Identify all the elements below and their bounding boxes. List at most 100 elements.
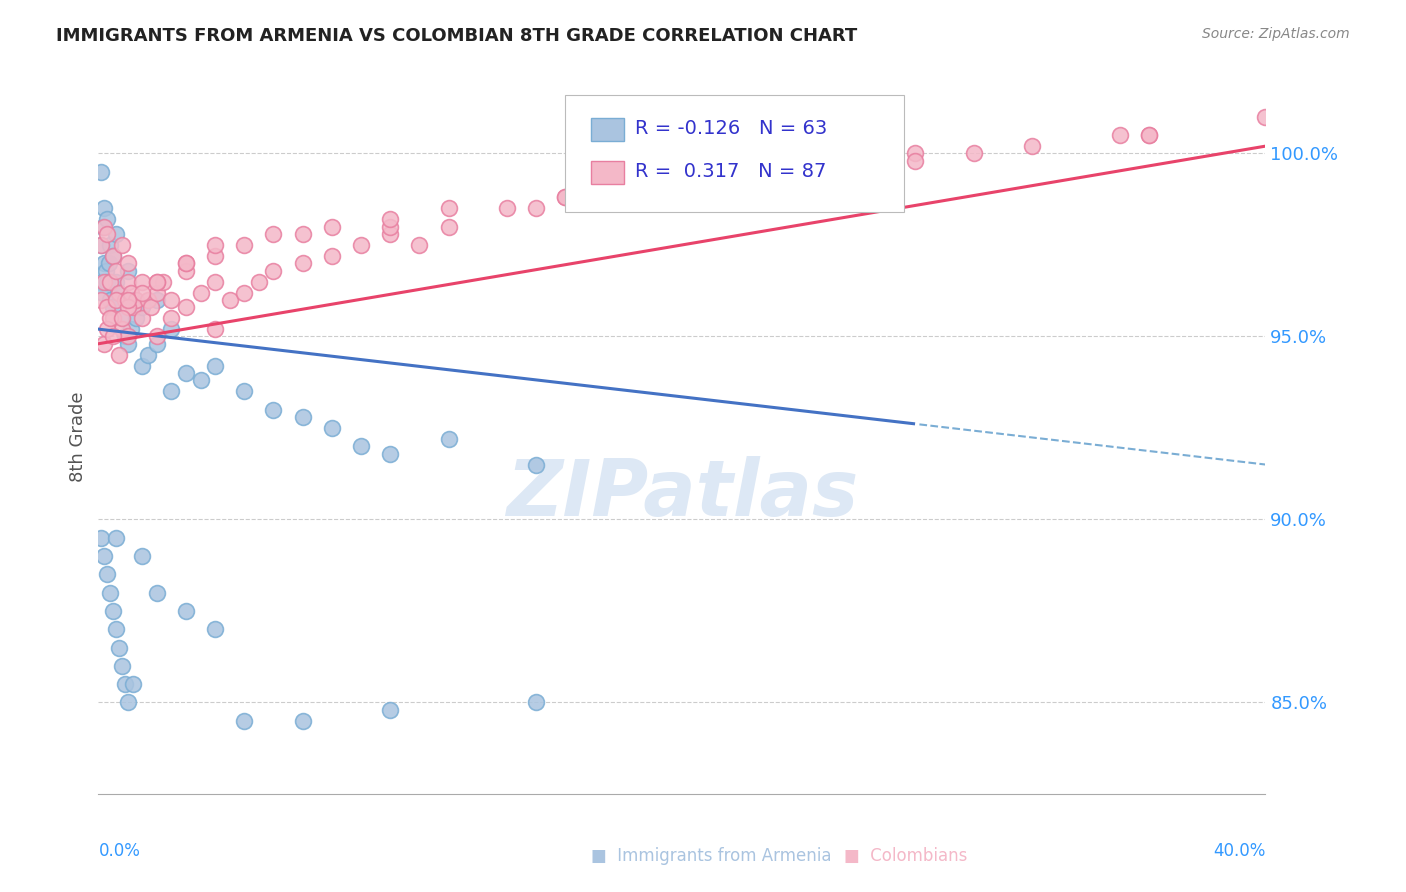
FancyBboxPatch shape (565, 95, 904, 212)
Bar (591, 118, 623, 141)
Point (160, 311, 183, 326)
Point (204, 359, 226, 373)
Point (139, 300, 162, 314)
Point (93, 336, 115, 351)
Point (190, 373, 212, 387)
Point (104, 227, 127, 241)
Point (263, 402, 285, 417)
Point (233, 238, 256, 252)
Point (554, 190, 576, 204)
Point (174, 263, 197, 277)
Point (104, 275, 127, 289)
Point (101, 300, 124, 314)
Point (98, 311, 121, 326)
Point (524, 695, 547, 709)
Point (730, 165, 752, 179)
Point (233, 285, 256, 300)
Point (108, 640, 131, 655)
Point (136, 293, 159, 307)
Point (122, 300, 145, 314)
Point (111, 238, 134, 252)
Point (117, 256, 139, 270)
Point (160, 293, 183, 307)
Point (146, 336, 169, 351)
Point (91, 219, 114, 234)
Text: IMMIGRANTS FROM ARMENIA VS COLOMBIAN 8TH GRADE CORRELATION CHART: IMMIGRANTS FROM ARMENIA VS COLOMBIAN 8TH… (56, 27, 858, 45)
Point (111, 322, 134, 336)
Point (291, 714, 314, 728)
Point (98, 585, 121, 599)
Point (962, 146, 984, 161)
Point (350, 238, 373, 252)
Point (904, 146, 927, 161)
Point (233, 714, 256, 728)
Point (263, 227, 285, 241)
Point (291, 256, 314, 270)
Text: R =  0.317   N = 87: R = 0.317 N = 87 (636, 162, 827, 181)
Text: ZIPatlas: ZIPatlas (506, 456, 858, 533)
Point (97, 256, 120, 270)
Point (131, 275, 153, 289)
Point (114, 293, 136, 307)
Point (524, 202, 547, 216)
Point (613, 183, 636, 197)
Point (131, 285, 153, 300)
Point (174, 300, 197, 314)
Point (1108, 128, 1130, 143)
Point (117, 300, 139, 314)
Point (117, 336, 139, 351)
Point (93, 219, 115, 234)
Point (671, 183, 693, 197)
Point (291, 227, 314, 241)
Point (131, 549, 153, 563)
Point (91, 285, 114, 300)
Point (96, 300, 118, 314)
Point (96, 227, 118, 241)
Point (122, 293, 145, 307)
Point (787, 153, 810, 168)
Point (136, 348, 159, 362)
Point (380, 227, 402, 241)
Point (96, 322, 118, 336)
Y-axis label: 8th Grade: 8th Grade (69, 392, 87, 483)
Point (90, 238, 112, 252)
Text: ■  Immigrants from Armenia: ■ Immigrants from Armenia (591, 847, 831, 864)
Point (122, 677, 145, 691)
Point (90, 531, 112, 545)
Point (125, 311, 148, 326)
Point (114, 677, 136, 691)
Text: 0.0%: 0.0% (98, 842, 141, 860)
Point (93, 549, 115, 563)
Point (101, 604, 124, 618)
Point (350, 439, 373, 453)
Point (524, 458, 547, 472)
Point (218, 293, 240, 307)
Point (321, 249, 343, 263)
Point (131, 311, 153, 326)
Point (117, 329, 139, 343)
Point (93, 275, 115, 289)
Point (120, 285, 142, 300)
Point (671, 176, 693, 190)
Point (101, 311, 124, 326)
Text: R = -0.126   N = 63: R = -0.126 N = 63 (636, 120, 828, 138)
Point (125, 293, 148, 307)
Point (104, 622, 127, 636)
Point (117, 275, 139, 289)
Point (104, 293, 127, 307)
Point (671, 176, 693, 190)
Point (146, 275, 169, 289)
Point (111, 658, 134, 673)
Text: Source: ZipAtlas.com: Source: ZipAtlas.com (1202, 27, 1350, 41)
Point (160, 322, 183, 336)
Point (117, 263, 139, 277)
Point (204, 622, 226, 636)
Point (263, 263, 285, 277)
Point (1021, 139, 1043, 153)
Point (233, 384, 256, 399)
Point (291, 409, 314, 424)
Point (104, 263, 127, 277)
Point (204, 275, 226, 289)
Point (90, 275, 112, 289)
Point (1254, 110, 1277, 124)
